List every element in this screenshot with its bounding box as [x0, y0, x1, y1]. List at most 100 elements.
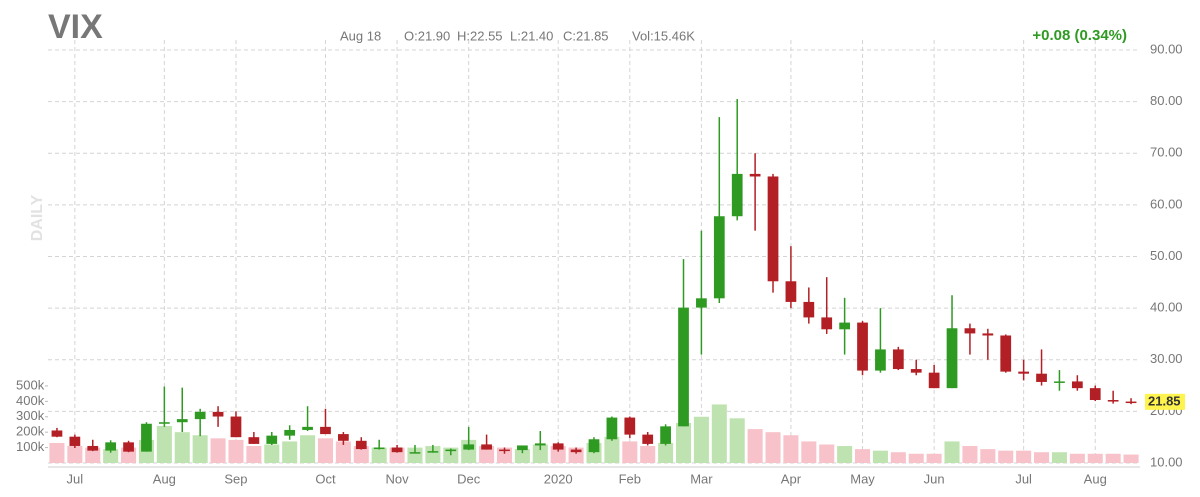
candle-body [624, 417, 636, 435]
candle-body [427, 451, 439, 453]
candle-body [105, 442, 117, 451]
candle-body [194, 411, 206, 420]
quote-close: C:21.85 [563, 28, 609, 43]
period-label: DAILY [29, 194, 46, 241]
x-tick-label: Aug [153, 471, 176, 486]
volume-bar [1034, 452, 1050, 463]
candle-body [212, 411, 224, 417]
chart-title: VIX [48, 8, 103, 46]
candle-body [1107, 400, 1119, 402]
candle-body [1018, 371, 1030, 374]
volume-bar [85, 447, 101, 463]
candle-body [1089, 388, 1101, 401]
candle-body [230, 416, 242, 438]
quote-open: O:21.90 [404, 28, 450, 43]
candle-body [946, 328, 958, 389]
candle-body [1125, 401, 1137, 404]
x-tick-label: Sep [224, 471, 247, 486]
volume-bar [926, 453, 942, 463]
candle-body [499, 449, 510, 452]
volume-bar [998, 450, 1014, 463]
volume-bar [693, 416, 709, 463]
quote-date: Aug 18 [340, 28, 381, 43]
last-price-label: 21.85 [1148, 393, 1181, 408]
candle-body [123, 442, 134, 452]
candle-body [892, 349, 904, 370]
volume-bar [479, 446, 495, 463]
candle-body [767, 176, 779, 282]
candle-body [570, 449, 582, 453]
candle-body [606, 417, 618, 440]
volume-bar [246, 446, 262, 463]
volume-bar [1016, 450, 1032, 463]
candle-body [302, 426, 313, 430]
x-tick-label: 2020 [544, 471, 573, 486]
volume-bar [67, 446, 83, 463]
quote-low: L:21.40 [510, 28, 553, 43]
candle-body [839, 322, 850, 330]
candle-body [713, 216, 725, 299]
x-tick-label: Dec [457, 471, 481, 486]
y-tick-label: 80.00 [1150, 93, 1183, 108]
candle-body [1000, 335, 1012, 372]
candle-body [660, 426, 671, 444]
volume-bar [532, 444, 548, 463]
x-tick-label: Jun [924, 471, 945, 486]
candle-body [696, 298, 707, 308]
candle-body [87, 445, 99, 451]
volume-tick-label: 400k [16, 393, 45, 408]
candle-body [463, 444, 475, 450]
candle-body [445, 449, 457, 452]
volume-bar [944, 441, 960, 463]
change: +0.08 (0.34%) [1032, 27, 1127, 44]
volume-bar [1051, 452, 1067, 463]
candle-body [749, 173, 761, 177]
candle-body [982, 333, 994, 336]
volume-bar [855, 449, 871, 463]
volume-bar [156, 426, 172, 463]
candle-body [678, 307, 689, 427]
y-tick-label: 50.00 [1150, 248, 1183, 263]
x-tick-label: Jul [67, 471, 84, 486]
volume-bar [729, 418, 745, 463]
candle-body [803, 301, 815, 318]
candle-body [409, 452, 421, 454]
candle-body [338, 434, 349, 441]
volume-bar [317, 438, 333, 463]
last-price-box [1145, 393, 1185, 410]
candle-body [69, 436, 81, 446]
candle-body [928, 372, 940, 389]
volume-bar [174, 432, 190, 463]
volume-bar [210, 438, 226, 463]
volume-bar [658, 442, 674, 463]
volume-tick-label: 100k [16, 439, 45, 454]
volume-bar [1087, 453, 1103, 463]
candle-body [910, 369, 922, 373]
candle-body [588, 439, 600, 453]
volume-bar [49, 442, 65, 463]
volume-bar [1069, 453, 1085, 463]
candle-body [266, 435, 278, 444]
volume-bar [1105, 453, 1121, 463]
x-tick-label: Oct [315, 471, 336, 486]
volume-bar [675, 422, 692, 463]
volume-bar [962, 446, 978, 463]
volume-bar [837, 446, 853, 463]
candle-body [141, 423, 152, 452]
x-tick-label: Apr [781, 471, 802, 486]
x-tick-label: Mar [690, 471, 713, 486]
volume-bar [103, 449, 119, 463]
volume-bar [980, 449, 996, 463]
volume-bar [747, 429, 763, 463]
x-tick-label: Jul [1015, 471, 1032, 486]
volume-bar [765, 432, 781, 463]
candle-body [821, 317, 833, 330]
candle-body [964, 328, 976, 334]
x-tick-label: Nov [386, 471, 410, 486]
volume-bar [604, 436, 620, 463]
candle-body [731, 173, 743, 217]
candle-body [642, 434, 654, 444]
candle-body [391, 447, 403, 453]
